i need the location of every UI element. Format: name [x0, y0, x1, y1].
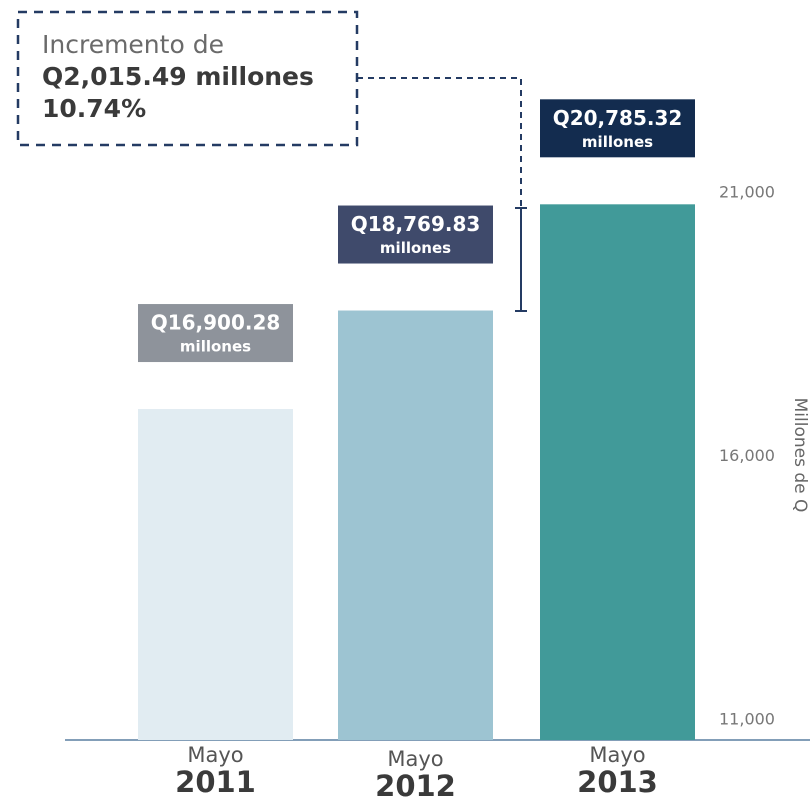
- annotation-text: 10.74%: [42, 94, 146, 123]
- value-label: Q16,900.28: [151, 311, 281, 335]
- y-tick-label: 16,000: [719, 446, 775, 465]
- value-label-unit: millones: [380, 239, 451, 257]
- value-label-box: [338, 205, 493, 264]
- x-tick-label: 2012: [375, 769, 456, 803]
- annotation-leader: [357, 77, 522, 206]
- bracket: [515, 207, 527, 312]
- value-label: Q20,785.32: [553, 106, 683, 130]
- x-tick-label: 2013: [577, 765, 658, 799]
- annotation-text: Incremento de: [42, 30, 224, 59]
- x-tick-prefix: Mayo: [387, 747, 443, 771]
- value-label-box: [138, 304, 293, 363]
- x-tick-label: 2011: [175, 765, 256, 799]
- y-tick-label: 21,000: [719, 183, 775, 202]
- value-label-unit: millones: [582, 133, 653, 151]
- annotation-text: Q2,015.49 millones: [42, 62, 314, 91]
- y-tick-label: 11,000: [719, 709, 775, 728]
- value-label-unit: millones: [180, 338, 251, 356]
- bar: [138, 409, 293, 740]
- x-tick-prefix: Mayo: [589, 743, 645, 767]
- bar: [540, 204, 695, 740]
- y-axis-label: Millones de Q: [790, 398, 810, 513]
- x-tick-prefix: Mayo: [187, 743, 243, 767]
- value-label-box: [540, 99, 695, 158]
- value-label: Q18,769.83: [351, 212, 481, 236]
- bar: [338, 310, 493, 740]
